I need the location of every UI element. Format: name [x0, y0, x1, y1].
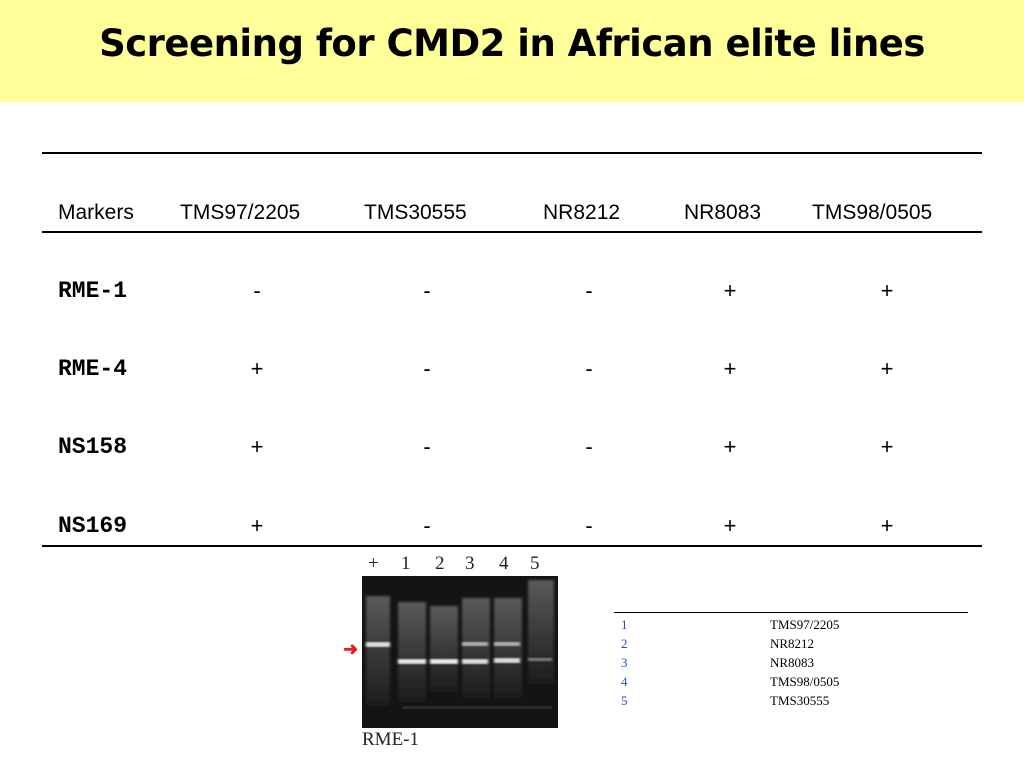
lane-label: 4 — [499, 553, 509, 574]
table-bottom-rule — [42, 545, 982, 547]
gel-lane — [494, 598, 522, 698]
gel-band — [494, 658, 520, 663]
lane-label: 2 — [435, 553, 445, 574]
table-cell: - — [423, 278, 431, 303]
table-cell: - — [423, 356, 431, 381]
slide-title: Screening for CMD2 in African elite line… — [99, 22, 925, 65]
gel-band — [462, 642, 488, 646]
table-cell: - — [423, 434, 431, 459]
header-markers: Markers — [58, 201, 134, 224]
red-arrow-icon: ➜ — [343, 639, 359, 659]
legend-name: TMS97/2205 — [770, 617, 840, 632]
table-cell: - — [585, 278, 593, 303]
lane-label: 1 — [401, 553, 411, 574]
table-cell: + — [880, 278, 894, 303]
table-cell: + — [880, 513, 894, 538]
table-cell: + — [250, 356, 264, 381]
legend-number: 2 — [621, 636, 628, 651]
legend-name: TMS98/0505 — [770, 674, 840, 689]
marker-name: NS158 — [58, 434, 128, 460]
header-col-2: TMS30555 — [364, 201, 467, 224]
table-cell: + — [723, 513, 737, 538]
gel-band — [462, 659, 488, 664]
legend-rule — [614, 612, 968, 613]
header-col-5: TMS98/0505 — [812, 201, 933, 224]
table-top-rule — [42, 152, 982, 154]
gel-band — [398, 659, 426, 664]
lane-label: 5 — [530, 553, 540, 574]
title-bar — [0, 0, 1024, 102]
gel-lane — [398, 602, 426, 702]
gel-lane — [462, 598, 490, 698]
gel-band — [430, 659, 458, 664]
legend-number: 3 — [621, 655, 628, 670]
gel-lane — [528, 580, 554, 684]
header-col-4: NR8083 — [684, 201, 762, 224]
legend-name: NR8083 — [770, 655, 815, 670]
table-cell: - — [585, 434, 593, 459]
table-cell: - — [585, 513, 593, 538]
table-cell: + — [880, 356, 894, 381]
table-cell: + — [723, 356, 737, 381]
legend-name: NR8212 — [770, 636, 815, 651]
table-cell: + — [723, 434, 737, 459]
header-col-1: TMS97/2205 — [180, 201, 301, 224]
table-cell: + — [250, 434, 264, 459]
legend-number: 4 — [621, 674, 628, 689]
gel-band — [366, 642, 390, 647]
lane-label: 3 — [465, 553, 475, 574]
lane-label: + — [368, 553, 379, 574]
gel-band — [528, 658, 552, 661]
gel-lane — [430, 606, 458, 692]
legend-number: 1 — [621, 617, 628, 632]
table-cell: + — [880, 434, 894, 459]
legend-name: TMS30555 — [770, 693, 830, 708]
table-cell: - — [253, 278, 261, 303]
marker-name: RME-1 — [58, 278, 128, 304]
gel-band — [494, 642, 520, 646]
marker-name: NS169 — [58, 513, 128, 539]
header-col-3: NR8212 — [543, 201, 621, 224]
table-cell: + — [723, 278, 737, 303]
table-cell: - — [585, 356, 593, 381]
table-cell: + — [250, 513, 264, 538]
legend-number: 5 — [621, 693, 628, 708]
table-header-rule — [42, 231, 982, 233]
gel-lane — [366, 596, 390, 706]
marker-name: RME-4 — [58, 356, 128, 382]
gel-caption: RME-1 — [362, 729, 419, 750]
gel-image — [362, 576, 558, 728]
table-cell: - — [423, 513, 431, 538]
